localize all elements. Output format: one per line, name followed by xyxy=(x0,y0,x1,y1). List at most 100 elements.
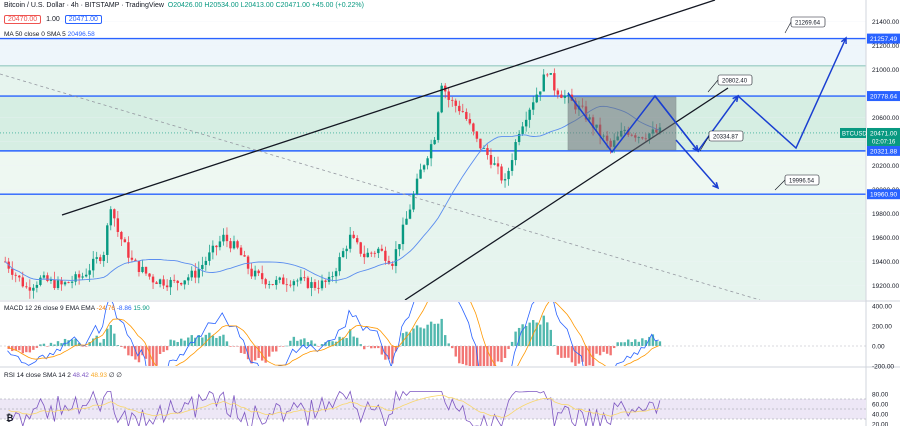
macd-histogram-bar xyxy=(74,338,77,346)
candle-body xyxy=(232,241,236,249)
projection-path-down[interactable] xyxy=(675,139,719,189)
candle-body xyxy=(507,170,510,180)
callout-20802-box xyxy=(717,74,753,86)
candle-body xyxy=(539,91,542,95)
macd-histogram-bar xyxy=(282,346,285,347)
macd-histogram-bar xyxy=(524,325,528,346)
spread-value: 1.00 xyxy=(46,16,60,23)
macd-histogram-bar xyxy=(49,342,53,346)
buy-price-button[interactable]: 20471.00 xyxy=(64,15,102,24)
candle-body xyxy=(380,248,384,251)
candle-body xyxy=(535,94,538,103)
macd-histogram-bar xyxy=(507,346,510,350)
ohlc-values: O20426.00 H20534.00 L20413.00 C20471.00 … xyxy=(167,2,364,9)
macd-histogram-bar xyxy=(440,318,443,346)
candle-body xyxy=(42,275,46,278)
macd-histogram-bar xyxy=(306,342,310,346)
candle-body xyxy=(285,284,288,286)
candle-body xyxy=(28,287,32,291)
macd-histogram-bar xyxy=(422,328,426,346)
macd-histogram-bar xyxy=(458,346,461,364)
candle-body xyxy=(447,91,450,100)
candle-body xyxy=(542,74,545,92)
candle-body xyxy=(563,95,567,98)
callout-20334-leader xyxy=(699,135,710,152)
price-axis[interactable]: 21400.0021200.0021000.0020800.0020600.00… xyxy=(840,19,900,426)
macd-histogram-bar xyxy=(194,337,197,346)
candle-body xyxy=(401,224,405,245)
macd-histogram-bar xyxy=(18,346,21,351)
candle-body xyxy=(39,277,42,285)
macd-histogram-bar xyxy=(77,342,81,346)
macd-histogram-bar xyxy=(232,346,236,347)
macd-histogram-bar xyxy=(556,346,560,355)
rsi-sma-line xyxy=(8,394,661,418)
macd-histogram-bar xyxy=(370,346,373,349)
macd-histogram-bar xyxy=(517,327,521,346)
candle-body xyxy=(32,287,35,291)
macd-line xyxy=(7,302,659,366)
macd-histogram-bar xyxy=(180,338,183,346)
candle-body xyxy=(560,94,563,98)
macd-histogram-bar xyxy=(11,346,14,352)
candle-body xyxy=(324,280,327,282)
macd-legend[interactable]: MACD 12 26 close 9 EMA EMA -24.76 -8.86 … xyxy=(4,305,150,312)
macd-histogram-bar xyxy=(260,346,264,361)
macd-histogram-bar xyxy=(391,346,394,364)
candle-body xyxy=(215,245,218,248)
dashed-trendline[interactable] xyxy=(0,73,761,300)
symbol-title: Bitcoin / U.S. Dollar · 4h · BITSTAMP · … xyxy=(4,2,164,9)
candle-body xyxy=(391,263,394,266)
candle-body xyxy=(341,251,345,258)
macd-histogram-bar xyxy=(532,320,535,346)
candle-body xyxy=(528,109,531,120)
macd-histogram-bar xyxy=(528,322,531,346)
level-price-label: 20778.64 xyxy=(870,94,897,101)
macd-histogram-bar xyxy=(222,334,225,346)
consolidation-box[interactable] xyxy=(567,96,677,151)
macd-histogram-bar xyxy=(630,341,633,346)
macd-histogram-bar xyxy=(345,338,348,346)
macd-value-2: -8.86 xyxy=(116,305,132,312)
macd-histogram-bar xyxy=(356,337,359,346)
projection-path-alt[interactable] xyxy=(654,95,699,152)
chart-header: Bitcoin / U.S. Dollar · 4h · BITSTAMP · … xyxy=(4,2,364,9)
candle-body xyxy=(454,100,457,106)
rsi-legend[interactable]: RSI 14 close SMA 14 2 48.42 48.93 ∅ ∅ xyxy=(4,371,122,379)
macd-histogram-bar xyxy=(317,346,320,347)
sell-price-button[interactable]: 20470.00 xyxy=(4,15,42,24)
candle-body xyxy=(475,131,479,139)
candle-body xyxy=(303,277,306,279)
candle-body xyxy=(387,260,391,264)
macd-histogram-bar xyxy=(88,342,91,346)
macd-histogram-bar xyxy=(208,332,211,346)
macd-histogram-bar xyxy=(408,332,412,346)
candle-body xyxy=(102,254,105,262)
macd-histogram-bar xyxy=(70,339,74,346)
candle-body xyxy=(176,280,179,284)
rsi-pane[interactable] xyxy=(0,390,866,426)
chart-drawings[interactable]: 21269.64 20802.40 20334.87 19996.54 xyxy=(0,0,847,300)
candle-body xyxy=(567,94,570,96)
candle-body xyxy=(253,270,257,277)
level-price-badge xyxy=(867,145,900,156)
macd-histogram-bar xyxy=(176,341,179,346)
upper-trendline[interactable] xyxy=(61,0,716,216)
candle-body xyxy=(127,242,130,258)
macd-histogram-bar xyxy=(377,346,380,349)
candle-body xyxy=(419,169,422,179)
macd-pane[interactable] xyxy=(0,240,866,394)
macd-histogram-bar xyxy=(14,346,17,351)
callout-20802-label: 20802.40 xyxy=(722,79,748,85)
candle-body xyxy=(517,133,521,143)
candle-body xyxy=(53,279,56,289)
tradingview-logo: ₿ xyxy=(6,413,13,423)
candle-body xyxy=(271,284,274,285)
candle-body xyxy=(313,282,317,288)
level-price-label: 19960.90 xyxy=(870,192,897,199)
macd-histogram-bar xyxy=(113,333,116,346)
ma-legend[interactable]: MA 50 close 0 SMA 5 20496.58 xyxy=(4,31,95,38)
candle-body xyxy=(190,270,193,278)
candle-body xyxy=(422,165,426,170)
